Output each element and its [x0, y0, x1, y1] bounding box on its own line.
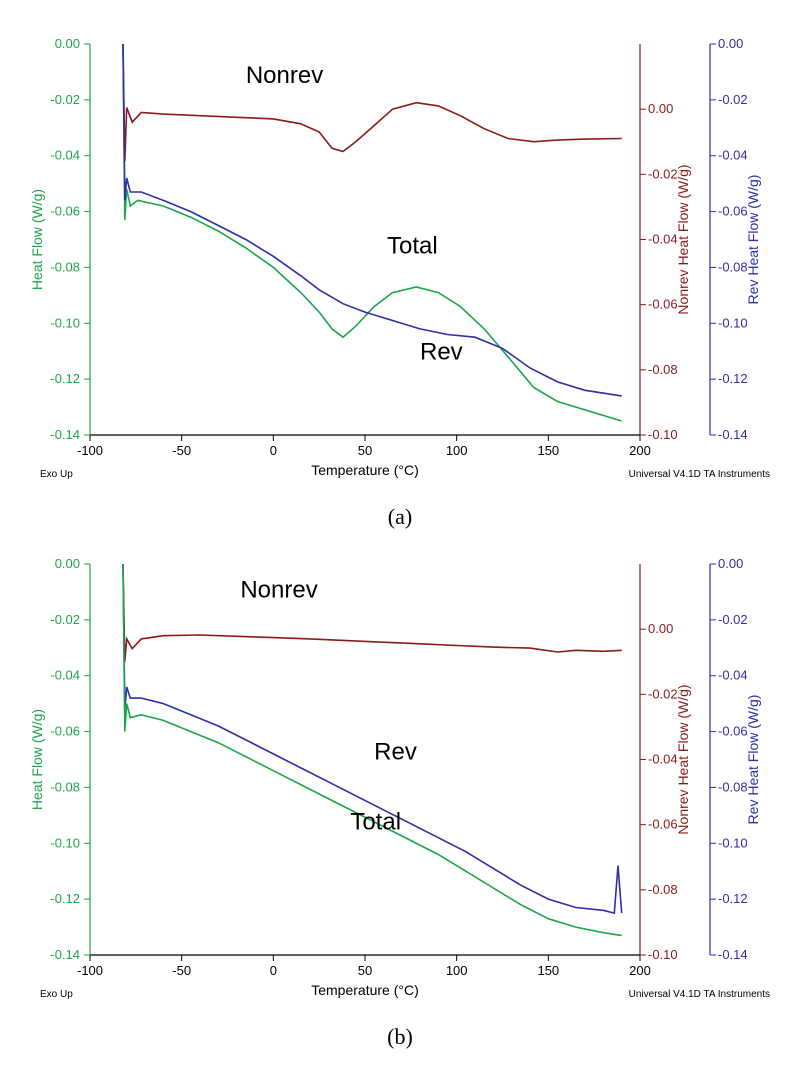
- svg-text:-50: -50: [172, 443, 191, 458]
- svg-text:-0.08: -0.08: [648, 882, 678, 897]
- svg-text:-0.02: -0.02: [50, 612, 80, 627]
- svg-text:50: 50: [358, 443, 372, 458]
- svg-text:Total: Total: [387, 232, 438, 259]
- svg-text:Exo Up: Exo Up: [40, 469, 73, 480]
- svg-text:Rev Heat Flow (W/g): Rev Heat Flow (W/g): [745, 695, 761, 825]
- subcaption-a: (a): [20, 504, 780, 530]
- svg-text:Exo Up: Exo Up: [40, 989, 73, 1000]
- svg-text:-0.02: -0.02: [50, 92, 80, 107]
- svg-text:-0.08: -0.08: [648, 362, 678, 377]
- svg-text:-0.06: -0.06: [50, 724, 80, 739]
- svg-text:Nonrev: Nonrev: [246, 62, 323, 89]
- svg-text:-0.14: -0.14: [50, 947, 80, 962]
- svg-text:-0.06: -0.06: [648, 817, 678, 832]
- svg-text:0.00: 0.00: [55, 36, 80, 51]
- svg-text:-0.04: -0.04: [718, 668, 748, 683]
- svg-text:-0.14: -0.14: [718, 427, 748, 442]
- svg-text:-0.02: -0.02: [648, 166, 678, 181]
- panel-a: -100 -50 0 50 100 150 200 Temperature (°C) 0.00 -…: [20, 20, 780, 500]
- svg-text:-100: -100: [77, 963, 103, 978]
- svg-text:50: 50: [358, 963, 372, 978]
- svg-text:0.00: 0.00: [648, 101, 673, 116]
- svg-text:-0.10: -0.10: [648, 427, 678, 442]
- svg-text:-0.12: -0.12: [718, 891, 748, 906]
- svg-text:Heat Flow (W/g): Heat Flow (W/g): [29, 709, 45, 810]
- chart-a-svg: -100 -50 0 50 100 150 200 Temperature (°C) 0.00 -…: [20, 20, 780, 500]
- svg-text:-100: -100: [77, 443, 103, 458]
- svg-text:0.00: 0.00: [718, 36, 743, 51]
- subcaption-b: (b): [20, 1024, 780, 1050]
- svg-text:Nonrev Heat Flow (W/g): Nonrev Heat Flow (W/g): [675, 164, 691, 314]
- chart-b-svg: -100 -50 0 50 100 150 200 Temperature (°C) 0.00 -…: [20, 540, 780, 1020]
- svg-text:Temperature (°C): Temperature (°C): [311, 982, 419, 998]
- svg-text:100: 100: [446, 963, 468, 978]
- svg-text:-0.10: -0.10: [718, 315, 748, 330]
- svg-text:-0.04: -0.04: [718, 148, 748, 163]
- svg-text:150: 150: [537, 963, 559, 978]
- svg-text:200: 200: [629, 963, 651, 978]
- svg-text:0: 0: [270, 443, 277, 458]
- svg-text:-0.12: -0.12: [50, 371, 80, 386]
- svg-text:-0.14: -0.14: [50, 427, 80, 442]
- svg-text:Temperature (°C): Temperature (°C): [311, 462, 419, 478]
- figure: -100 -50 0 50 100 150 200 Temperature (°C) 0.00 -…: [20, 20, 780, 1020]
- svg-text:0.00: 0.00: [55, 556, 80, 571]
- svg-text:-0.08: -0.08: [50, 259, 80, 274]
- svg-text:Total: Total: [350, 808, 401, 835]
- svg-text:Nonrev Heat Flow (W/g): Nonrev Heat Flow (W/g): [675, 684, 691, 834]
- svg-text:-0.06: -0.06: [50, 204, 80, 219]
- svg-text:150: 150: [537, 443, 559, 458]
- svg-text:Rev: Rev: [374, 739, 417, 766]
- svg-text:-0.06: -0.06: [718, 724, 748, 739]
- svg-text:Heat Flow (W/g): Heat Flow (W/g): [29, 189, 45, 290]
- svg-text:-0.14: -0.14: [718, 947, 748, 962]
- svg-text:-0.08: -0.08: [718, 779, 748, 794]
- svg-text:-0.02: -0.02: [718, 612, 748, 627]
- svg-text:-0.08: -0.08: [50, 779, 80, 794]
- svg-text:100: 100: [446, 443, 468, 458]
- svg-text:-0.08: -0.08: [718, 259, 748, 274]
- svg-text:Rev Heat Flow (W/g): Rev Heat Flow (W/g): [745, 175, 761, 305]
- svg-text:-0.12: -0.12: [718, 371, 748, 386]
- svg-text:-0.04: -0.04: [50, 148, 80, 163]
- svg-text:-50: -50: [172, 963, 191, 978]
- svg-text:200: 200: [629, 443, 651, 458]
- svg-text:0.00: 0.00: [648, 621, 673, 636]
- svg-text:0.00: 0.00: [718, 556, 743, 571]
- svg-text:-0.10: -0.10: [50, 835, 80, 850]
- svg-text:Universal V4.1D TA Instruments: Universal V4.1D TA Instruments: [629, 989, 770, 1000]
- svg-text:-0.06: -0.06: [648, 297, 678, 312]
- svg-text:-0.10: -0.10: [648, 947, 678, 962]
- svg-text:-0.04: -0.04: [648, 752, 678, 767]
- panel-b: -100 -50 0 50 100 150 200 Temperature (°C) 0.00 -…: [20, 540, 780, 1020]
- svg-text:-0.02: -0.02: [718, 92, 748, 107]
- svg-text:Nonrev: Nonrev: [240, 577, 317, 604]
- svg-text:-0.10: -0.10: [50, 315, 80, 330]
- svg-text:0: 0: [270, 963, 277, 978]
- svg-text:-0.04: -0.04: [648, 232, 678, 247]
- svg-text:Rev: Rev: [420, 339, 463, 366]
- svg-text:-0.02: -0.02: [648, 686, 678, 701]
- svg-text:-0.12: -0.12: [50, 891, 80, 906]
- svg-text:Universal V4.1D TA Instruments: Universal V4.1D TA Instruments: [629, 469, 770, 480]
- svg-text:-0.04: -0.04: [50, 668, 80, 683]
- svg-text:-0.06: -0.06: [718, 204, 748, 219]
- svg-text:-0.10: -0.10: [718, 835, 748, 850]
